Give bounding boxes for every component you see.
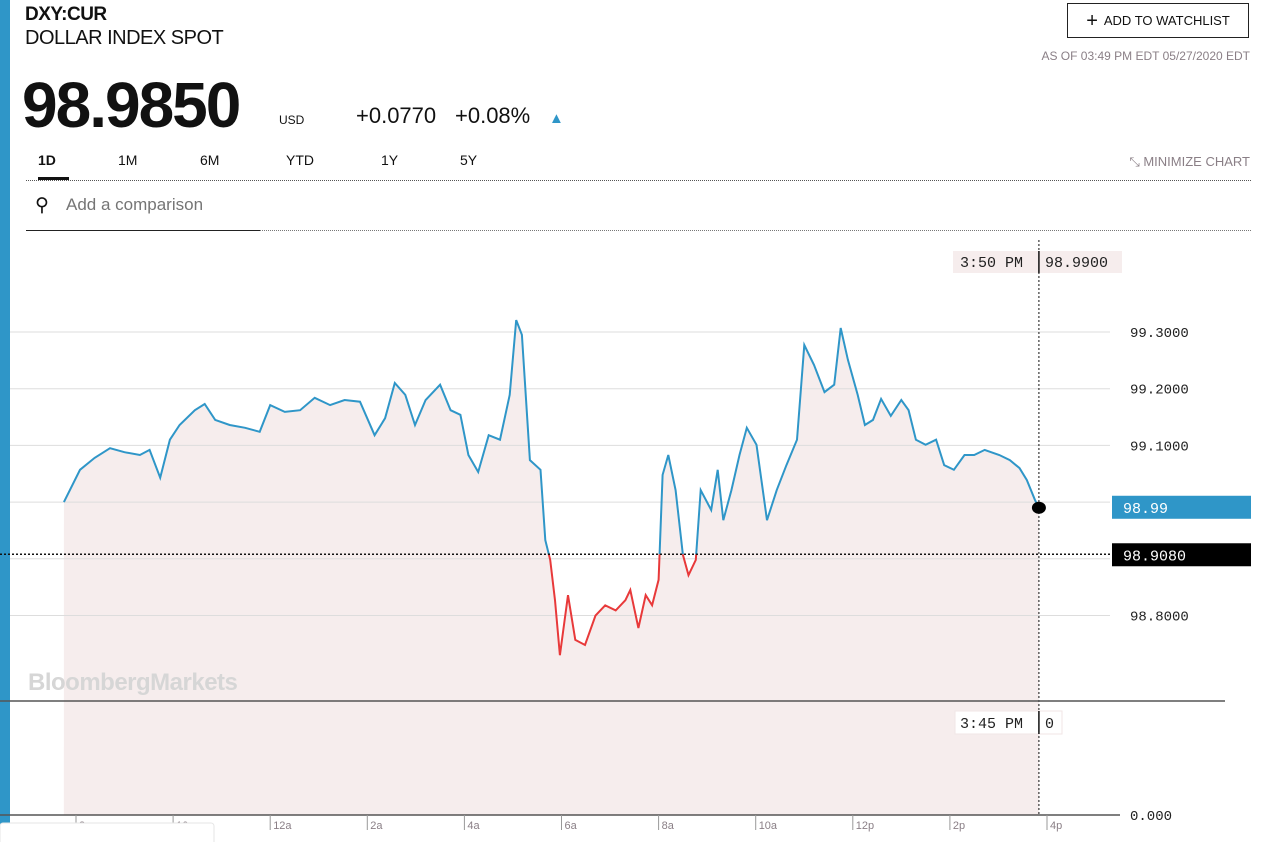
tab-5y[interactable]: 5Y	[460, 152, 478, 168]
y-tick-label: 98.8000	[1130, 610, 1189, 626]
tab-1y[interactable]: 1Y	[381, 152, 399, 168]
x-tick-label: 10a	[759, 820, 778, 832]
currency: USD	[279, 113, 305, 127]
last-price-tag	[1112, 495, 1251, 519]
crosshair-value: 98.9900	[1045, 255, 1108, 272]
watchlist-label: ADD TO WATCHLIST	[1103, 13, 1230, 28]
volume-tooltip	[954, 710, 1063, 735]
x-tick-label: 2a	[370, 820, 383, 832]
y-tick-label: 99.3000	[1130, 326, 1189, 342]
area-fill	[63, 320, 1039, 815]
x-tick-label: 12a	[273, 820, 292, 832]
volume-axis-label: 0.000	[1130, 809, 1172, 825]
x-tick-label: 2p	[953, 820, 965, 832]
last-price-tag-label: 98.99	[1123, 501, 1168, 518]
previous-close-label: 98.9080	[1123, 548, 1186, 565]
crosshair-tooltip	[953, 251, 1122, 273]
search-icon: ⚲	[35, 195, 49, 216]
add-to-watchlist-button[interactable]: + ADD TO WATCHLIST	[1067, 3, 1249, 38]
bloomberg-watermark: BloombergMarkets	[28, 669, 238, 696]
x-tick-label: 4a	[467, 820, 480, 832]
tab-ytd[interactable]: YTD	[286, 152, 314, 168]
plus-icon: +	[1086, 9, 1098, 32]
accent-bar	[0, 0, 10, 842]
comparison-input[interactable]	[64, 194, 268, 216]
price-line-down	[547, 554, 698, 656]
x-tick-label: 8a	[662, 820, 675, 832]
y-tick-label: 99.1000	[1130, 439, 1189, 455]
security-name: DOLLAR INDEX SPOT	[25, 27, 224, 49]
x-tick-label: 6a	[565, 820, 578, 832]
crosshair-time: 3:50 PM	[960, 255, 1023, 272]
volume-time: 3:45 PM	[960, 716, 1023, 733]
ticker-symbol: DXY:CUR	[25, 4, 107, 25]
navigator-panel	[0, 822, 215, 842]
input-underline	[26, 230, 260, 231]
tab-1d[interactable]: 1D	[38, 152, 69, 180]
tab-1m[interactable]: 1M	[118, 152, 138, 168]
as-of-timestamp: AS OF 03:49 PM EDT 05/27/2020 EDT	[1041, 49, 1250, 63]
tab-6m[interactable]: 6M	[200, 152, 220, 168]
range-tabs: 1D 1M 6M YTD 1Y 5Y	[26, 152, 1251, 181]
price-change: +0.0770	[356, 103, 437, 128]
x-tick-label: 12p	[856, 820, 874, 832]
last-point-marker	[1031, 501, 1046, 514]
triangle-up-icon: ▲	[549, 110, 564, 127]
last-price: 98.9850	[22, 69, 241, 141]
volume-value: 0	[1045, 716, 1054, 733]
x-tick-label: 4p	[1050, 820, 1062, 832]
price-line-up	[63, 319, 1040, 555]
previous-close-tag	[1112, 543, 1251, 567]
minimize-label: MINIMIZE CHART	[1143, 154, 1250, 169]
y-tick-label: 99.2000	[1130, 383, 1189, 399]
minimize-icon: ⤡	[1129, 154, 1144, 169]
comparison-search: ⚲	[26, 190, 1251, 231]
minimize-chart-button[interactable]: ⤡ MINIMIZE CHART	[1129, 154, 1250, 170]
percent-change: +0.08%	[455, 103, 531, 128]
